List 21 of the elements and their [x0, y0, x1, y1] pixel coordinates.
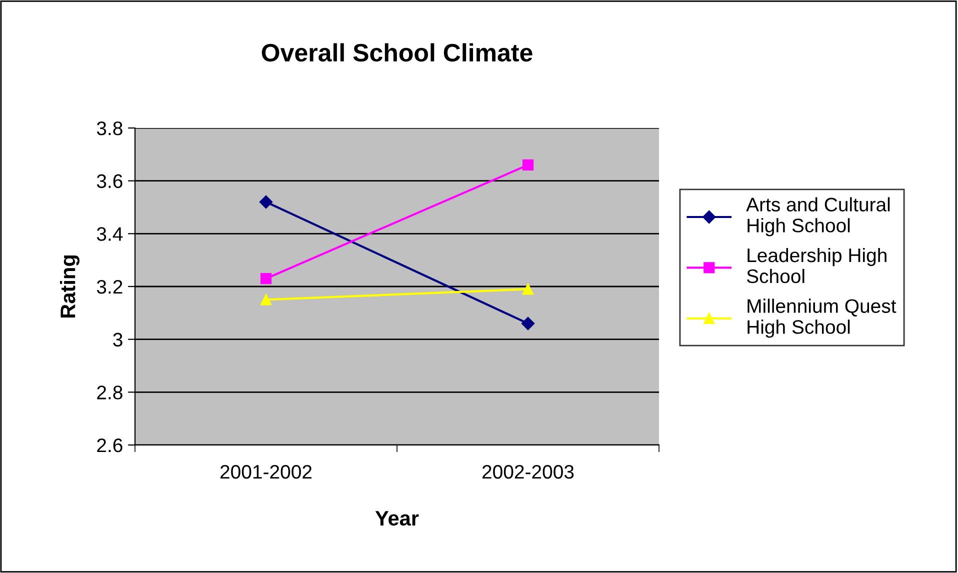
- legend-label: Millennium Quest High School: [748, 298, 896, 338]
- y-tick-label: 3.6: [96, 174, 122, 188]
- legend-label: Leadership High School: [746, 248, 886, 284]
- point: [259, 195, 273, 209]
- x-tick-label: 2001-2002: [220, 464, 312, 479]
- x-axis-title: Year: [375, 511, 419, 526]
- x-tick-label: 2002-2003: [482, 464, 574, 479]
- y-tick-label: 2.8: [97, 386, 122, 400]
- y-axis-title: Rating: [60, 255, 80, 318]
- y-tick-label: 3: [113, 332, 122, 347]
- y-tick-label: 3.2: [96, 280, 122, 294]
- legend-label: Arts and Cultural High School: [746, 197, 890, 236]
- y-tick-label: 2.6: [97, 438, 122, 452]
- point: [521, 316, 535, 330]
- point: [260, 294, 272, 306]
- y-tick-label: 3.8: [96, 121, 122, 136]
- point: [260, 273, 272, 284]
- point: [522, 284, 534, 295]
- y-tick-label: 3.4: [96, 227, 123, 241]
- point: [522, 159, 534, 171]
- chart-title: Overall School Climate: [262, 43, 532, 62]
